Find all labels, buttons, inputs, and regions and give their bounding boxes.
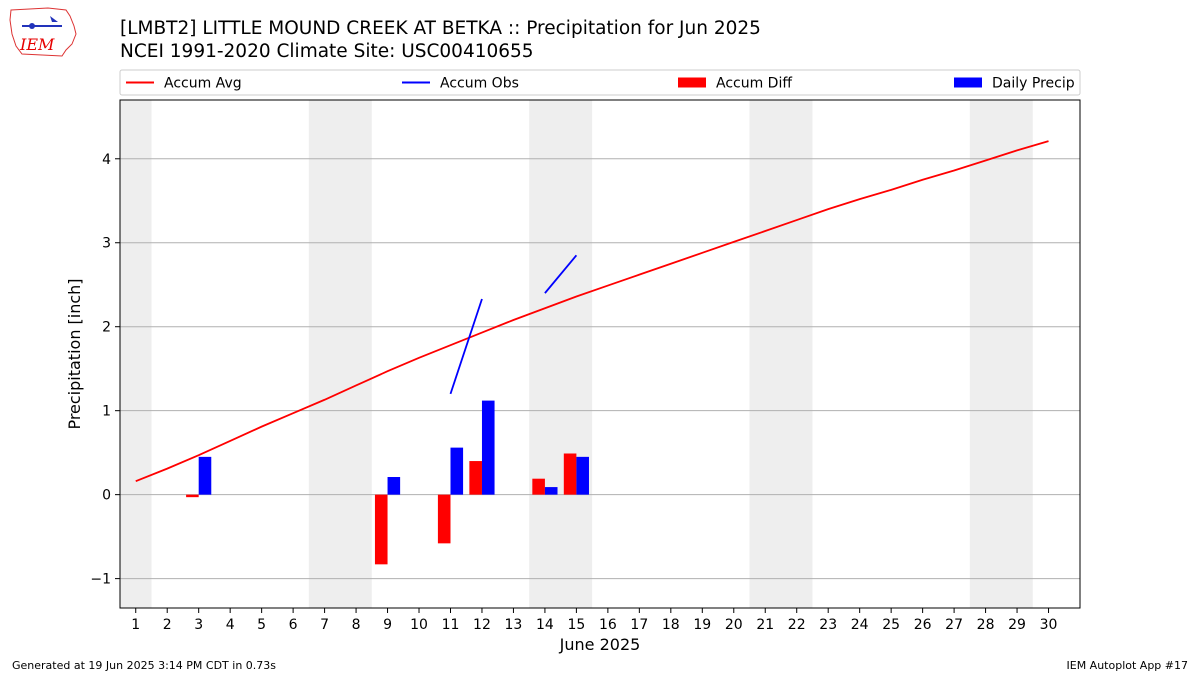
weekend-band-4 [969, 100, 1033, 608]
weekend-band-2 [529, 100, 593, 608]
x-tick-label-30: 30 [1040, 617, 1058, 633]
x-tick-label-23: 23 [819, 617, 837, 633]
weekend-band-3 [749, 100, 813, 608]
x-tick-label-8: 8 [352, 617, 361, 633]
x-axis-label: June 2025 [559, 635, 641, 654]
y-tick-label-1: 0 [102, 488, 111, 504]
x-tick-label-27: 27 [945, 617, 963, 633]
iowa-outline-icon [9, 7, 77, 57]
x-tick-label-5: 5 [257, 617, 266, 633]
bar-daily-precip-day-15 [576, 456, 589, 495]
x-tick-label-24: 24 [851, 617, 869, 633]
weekend-band-0 [120, 100, 152, 608]
x-tick-label-28: 28 [977, 617, 995, 633]
bar-accum-diff-day-12 [469, 461, 482, 495]
x-tick-label-16: 16 [599, 617, 617, 633]
chart-title: [LMBT2] LITTLE MOUND CREEK AT BETKA :: P… [120, 18, 761, 39]
x-tick-label-19: 19 [693, 617, 711, 633]
legend-label-accum-avg: Accum Avg [164, 76, 242, 92]
y-tick-label-5: 4 [102, 152, 111, 168]
bar-accum-diff-day-3 [186, 494, 199, 498]
x-tick-label-6: 6 [289, 617, 298, 633]
x-tick-label-14: 14 [536, 617, 554, 633]
logo-text: IEM [19, 35, 55, 54]
app-label: IEM Autoplot App #17 [1066, 659, 1189, 672]
bar-daily-precip-day-11 [450, 447, 464, 495]
bar-daily-precip-day-9 [387, 477, 401, 495]
x-tick-label-29: 29 [1008, 617, 1026, 633]
x-tick-label-10: 10 [410, 617, 428, 633]
chart-subtitle: NCEI 1991-2020 Climate Site: USC00410655 [120, 41, 534, 62]
line-accum-obs-segment-0 [449, 298, 483, 395]
x-tick-label-4: 4 [226, 617, 235, 633]
x-tick-label-13: 13 [505, 617, 523, 633]
y-axis-label: Precipitation [inch] [65, 278, 84, 429]
x-tick-label-25: 25 [882, 617, 900, 633]
legend-label-accum-obs: Accum Obs [440, 76, 519, 92]
x-tick-label-20: 20 [725, 617, 743, 633]
x-tick-label-21: 21 [756, 617, 774, 633]
legend-swatch-daily-precip [954, 77, 982, 88]
weekend-band-1 [308, 100, 372, 608]
x-tick-label-18: 18 [662, 617, 680, 633]
x-tick-label-9: 9 [383, 617, 392, 633]
bar-accum-diff-day-14 [532, 478, 545, 495]
bar-accum-diff-day-15 [563, 453, 577, 495]
legend-swatch-accum-diff [678, 77, 706, 88]
x-tick-label-15: 15 [567, 617, 585, 633]
bar-accum-diff-day-11 [437, 494, 451, 544]
legend-box [119, 69, 1081, 96]
y-tick-label-4: 3 [102, 236, 111, 252]
bar-accum-diff-day-9 [374, 494, 388, 565]
line-accum-avg [135, 140, 1049, 483]
y-tick-label-0: −1 [90, 572, 111, 588]
x-tick-label-12: 12 [473, 617, 491, 633]
x-tick-label-26: 26 [914, 617, 932, 633]
x-tick-label-11: 11 [442, 617, 460, 633]
bar-daily-precip-day-14 [544, 487, 558, 495]
legend-label-daily-precip: Daily Precip [992, 76, 1075, 92]
x-tick-label-2: 2 [163, 617, 172, 633]
plot-frame [119, 99, 1081, 609]
x-tick-label-1: 1 [131, 617, 140, 633]
bar-daily-precip-day-3 [198, 456, 212, 495]
bar-daily-precip-day-12 [481, 400, 495, 495]
y-tick-label-3: 2 [102, 320, 111, 336]
y-tick-label-2: 1 [102, 404, 111, 420]
x-tick-label-7: 7 [320, 617, 329, 633]
legend-label-accum-diff: Accum Diff [716, 76, 792, 92]
x-tick-label-22: 22 [788, 617, 806, 633]
line-accum-obs-segment-1 [544, 254, 578, 294]
chart-title-block: [LMBT2] LITTLE MOUND CREEK AT BETKA :: P… [120, 17, 761, 63]
x-tick-label-17: 17 [630, 617, 648, 633]
x-tick-label-3: 3 [194, 617, 203, 633]
iem-logo: IEM [9, 7, 77, 57]
generated-note: Generated at 19 Jun 2025 3:14 PM CDT in … [12, 659, 277, 672]
